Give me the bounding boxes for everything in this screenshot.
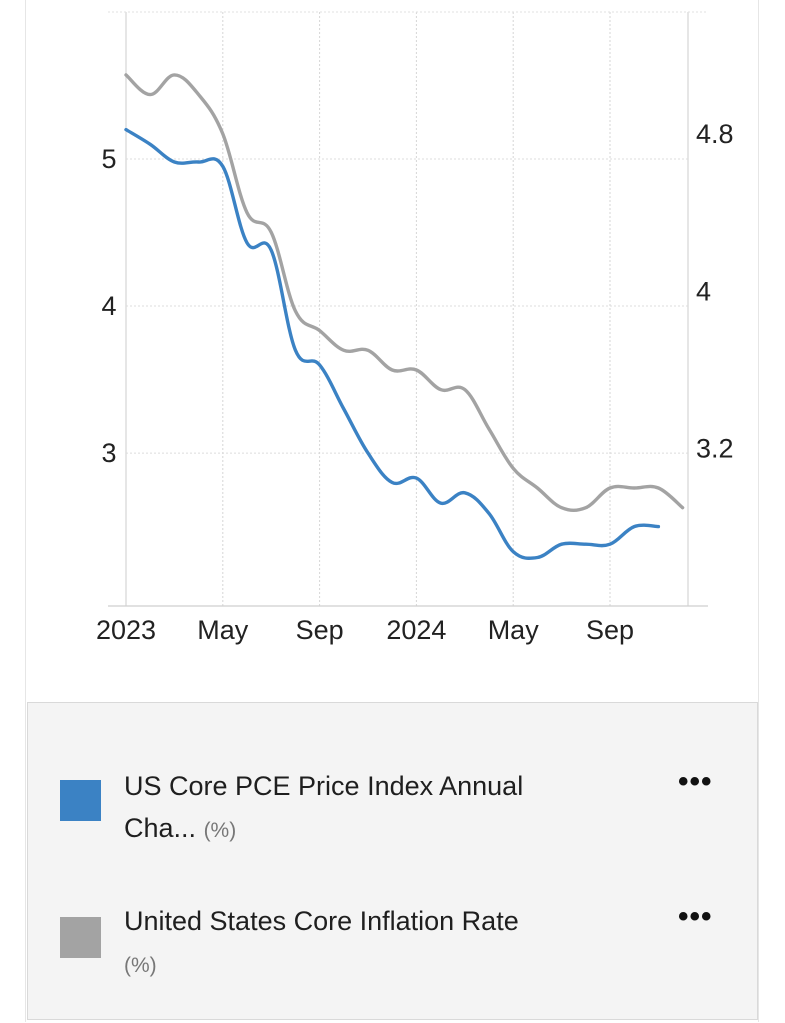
legend-label-core-pce-text: US Core PCE Price Index Annual Cha... <box>124 771 524 843</box>
legend-label-core-inflation: United States Core Inflation Rate (%) <box>124 900 594 987</box>
x-tick-label: Sep <box>296 615 344 645</box>
legend-item-core-pce[interactable]: US Core PCE Price Index Annual Cha... (%… <box>28 765 757 845</box>
legend-swatch-core-pce <box>60 780 101 821</box>
x-tick-label: May <box>197 615 249 645</box>
legend-label-core-pce: US Core PCE Price Index Annual Cha... (%… <box>124 765 594 852</box>
left-y-tick-label: 3 <box>101 438 116 468</box>
x-tick-label: Sep <box>586 615 634 645</box>
right-y-tick-label: 3.2 <box>696 434 734 464</box>
line-chart: 2023 May Sep 2024 May Sep 3 4 5 3.2 4 4.8 <box>96 11 734 645</box>
left-y-tick-label: 5 <box>101 144 116 174</box>
legend-unit-core-pce: (%) <box>203 819 237 842</box>
right-y-tick-label: 4 <box>696 276 711 306</box>
legend-panel: US Core PCE Price Index Annual Cha... (%… <box>27 702 758 1020</box>
x-tick-label: 2024 <box>386 615 446 645</box>
more-options-button-core-inflation[interactable]: ••• <box>678 900 713 933</box>
series-layer <box>124 73 685 560</box>
tick-labels: 2023 May Sep 2024 May Sep 3 4 5 3.2 4 4.8 <box>96 119 734 645</box>
legend-swatch-core-inflation <box>60 917 101 958</box>
x-tick-label: 2023 <box>96 615 156 645</box>
legend-item-core-inflation[interactable]: United States Core Inflation Rate (%) ••• <box>28 900 757 980</box>
x-tick-label: May <box>488 615 540 645</box>
more-options-button-core-pce[interactable]: ••• <box>678 765 713 798</box>
left-y-tick-label: 4 <box>101 291 116 321</box>
legend-unit-core-inflation: (%) <box>124 954 157 977</box>
legend-label-core-inflation-text: United States Core Inflation Rate <box>124 906 519 936</box>
series-line-core-inflation <box>124 73 685 513</box>
series-line-core-pce <box>124 127 661 560</box>
grid <box>108 11 708 606</box>
right-y-tick-label: 4.8 <box>696 119 734 149</box>
